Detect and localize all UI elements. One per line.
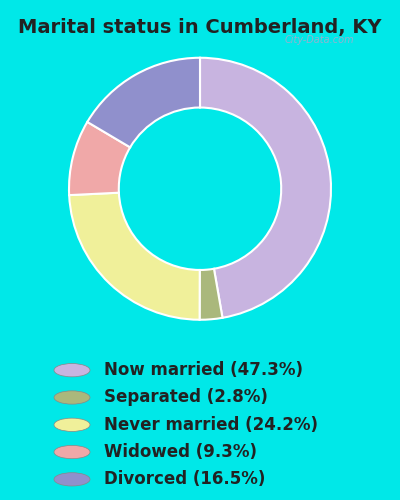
Wedge shape [87, 58, 200, 148]
Text: Widowed (9.3%): Widowed (9.3%) [104, 443, 257, 461]
Wedge shape [69, 192, 200, 320]
Text: Marital status in Cumberland, KY: Marital status in Cumberland, KY [18, 18, 382, 36]
Text: Now married (47.3%): Now married (47.3%) [104, 361, 303, 379]
Circle shape [54, 472, 90, 486]
Circle shape [54, 391, 90, 404]
Text: Separated (2.8%): Separated (2.8%) [104, 388, 268, 406]
Circle shape [54, 446, 90, 458]
Wedge shape [69, 122, 130, 195]
Text: Divorced (16.5%): Divorced (16.5%) [104, 470, 265, 488]
Text: Never married (24.2%): Never married (24.2%) [104, 416, 318, 434]
Wedge shape [200, 269, 222, 320]
Wedge shape [200, 58, 331, 318]
Circle shape [54, 364, 90, 377]
Circle shape [54, 418, 90, 432]
Text: City-Data.com: City-Data.com [284, 35, 354, 45]
